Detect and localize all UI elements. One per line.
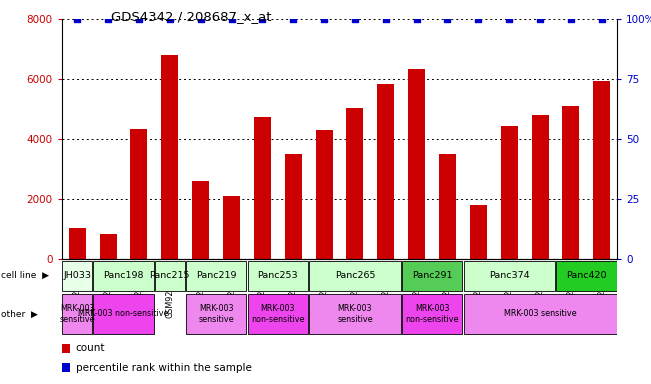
Bar (186, 260, 246, 291)
Point (72, 16, 83, 22)
Text: Panc219: Panc219 (196, 271, 236, 280)
Point (473, 16, 484, 22)
Bar (556, 260, 616, 291)
Point (350, 16, 360, 22)
Text: percentile rank within the sample: percentile rank within the sample (76, 362, 251, 373)
Bar (192, 181, 209, 259)
Text: MRK-003
sensitive: MRK-003 sensitive (337, 304, 373, 324)
Bar (93, 294, 154, 334)
Point (257, 16, 268, 22)
Bar (223, 196, 240, 259)
Bar (100, 234, 117, 259)
Point (596, 16, 607, 22)
Bar (62, 260, 92, 291)
Bar (464, 294, 616, 334)
Bar (408, 69, 425, 259)
Bar (309, 260, 400, 291)
Bar (531, 115, 549, 259)
Text: other  ▶: other ▶ (1, 310, 38, 318)
Point (381, 16, 391, 22)
Text: Panc265: Panc265 (335, 271, 375, 280)
Point (227, 16, 237, 22)
Bar (155, 260, 185, 291)
Bar (186, 294, 246, 334)
Point (319, 16, 329, 22)
Bar (247, 294, 308, 334)
Bar (501, 126, 518, 259)
Bar (562, 106, 579, 259)
Bar (378, 84, 395, 259)
Point (103, 16, 113, 22)
Bar (130, 129, 148, 259)
Text: MRK-003
non-sensitive: MRK-003 non-sensitive (251, 304, 305, 324)
Text: MRK-003
non-sensitive: MRK-003 non-sensitive (406, 304, 459, 324)
Bar (464, 260, 555, 291)
Bar (346, 108, 363, 259)
Text: Panc215: Panc215 (150, 271, 190, 280)
Point (504, 16, 514, 22)
Text: MRK-003
sensitive: MRK-003 sensitive (199, 304, 234, 324)
Point (165, 16, 175, 22)
Text: Panc420: Panc420 (566, 271, 607, 280)
Bar (439, 154, 456, 259)
Bar (254, 117, 271, 259)
Bar (593, 81, 610, 259)
Text: MRK-003
sensitive: MRK-003 sensitive (59, 304, 95, 324)
Point (535, 16, 546, 22)
Text: Panc198: Panc198 (104, 271, 144, 280)
Bar (309, 294, 400, 334)
Bar (62, 294, 92, 334)
Bar (470, 205, 487, 259)
Text: MRK-003 sensitive: MRK-003 sensitive (504, 310, 576, 318)
Bar (161, 55, 178, 259)
Point (442, 16, 452, 22)
Point (566, 16, 576, 22)
Bar (402, 294, 462, 334)
Point (133, 16, 144, 22)
Text: Panc374: Panc374 (489, 271, 529, 280)
Text: MRK-003 non-sensitive: MRK-003 non-sensitive (78, 310, 169, 318)
Text: count: count (76, 343, 105, 354)
Point (411, 16, 422, 22)
Text: Panc253: Panc253 (258, 271, 298, 280)
Bar (284, 154, 301, 259)
Bar (93, 260, 154, 291)
Point (288, 16, 298, 22)
Text: Panc291: Panc291 (412, 271, 452, 280)
Text: cell line  ▶: cell line ▶ (1, 271, 49, 280)
Text: JH033: JH033 (63, 271, 91, 280)
Bar (402, 260, 462, 291)
Point (195, 16, 206, 22)
Bar (69, 228, 86, 259)
Bar (316, 130, 333, 259)
Bar (247, 260, 308, 291)
Text: GDS4342 / 208687_x_at: GDS4342 / 208687_x_at (111, 10, 271, 23)
